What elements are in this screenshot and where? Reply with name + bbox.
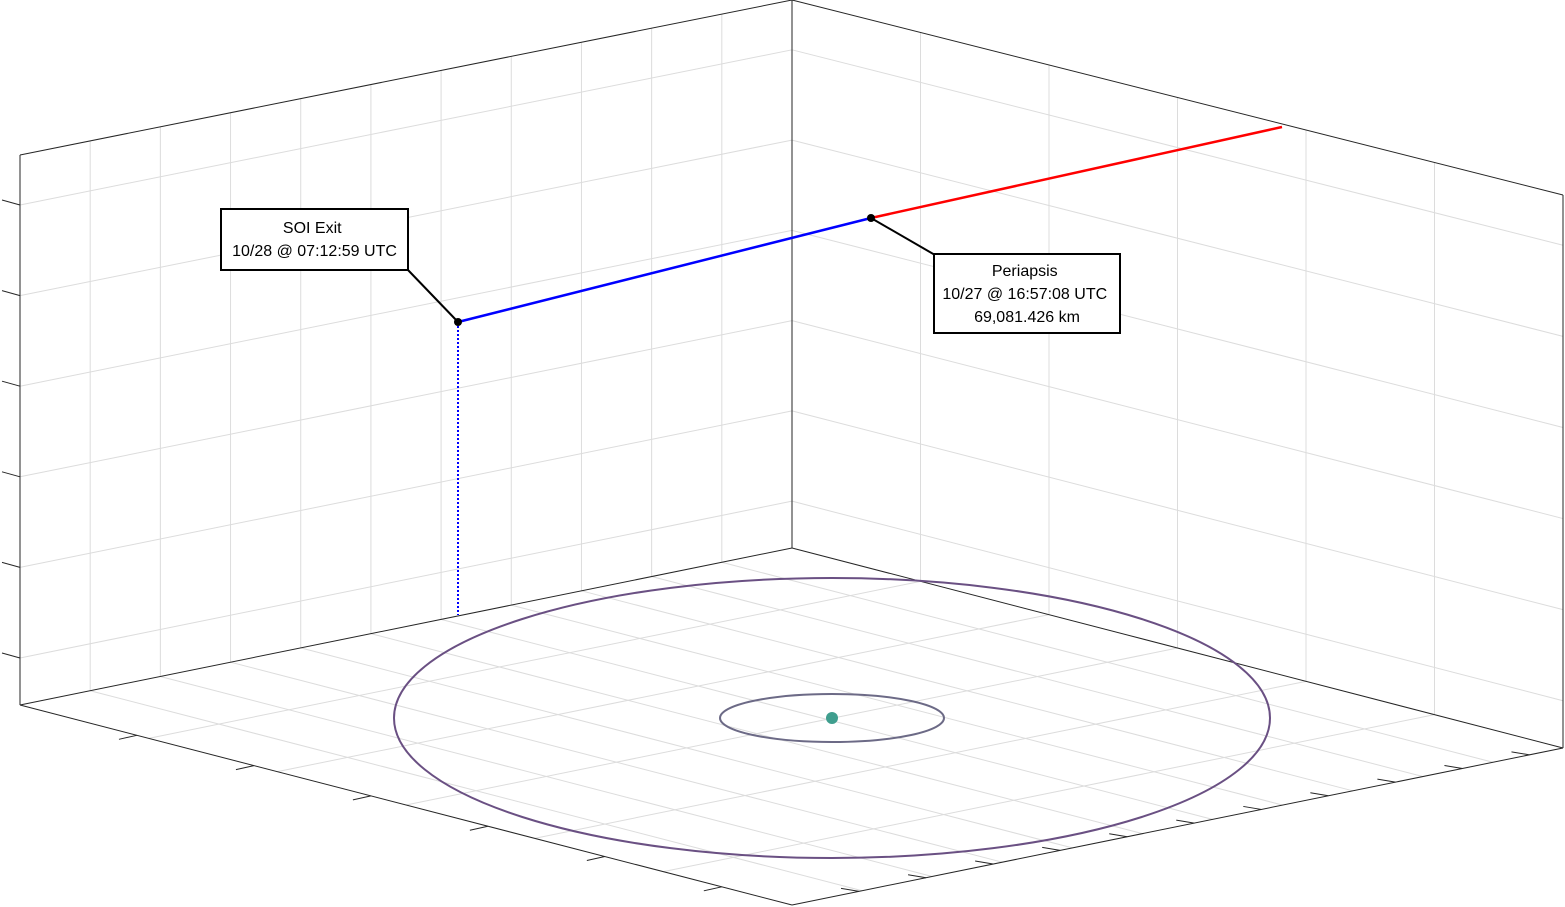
ticks [1,199,1530,892]
grid-line [791,320,1564,520]
tick-mark [1042,846,1061,851]
grid-line [791,139,1564,337]
trajectory-outbound [870,125,1283,220]
grid-line [791,410,1564,611]
annotation-text: SOI Exit 10/28 @ 07:12:59 UTC [232,220,397,260]
grid-line [405,647,1178,806]
tick-mark [1,290,21,297]
axis-edge [19,704,793,906]
tick-mark [469,825,488,831]
axis-edge [19,0,793,156]
leader-line [870,217,936,256]
tick-mark [1,652,21,659]
annotation-box: SOI Exit 10/28 @ 07:12:59 UTC [220,208,409,271]
grid-line [148,580,921,739]
tick-mark [1,561,21,568]
grid-line [791,229,1564,428]
tick-mark [703,886,722,892]
tick-mark [235,765,255,771]
grid [19,14,1564,892]
annotation-box: Periapsis 10/27 @ 16:57:08 UTC 69,081.42… [933,253,1121,334]
grid-line [534,680,1307,839]
soi-exit-point [454,318,462,326]
tick-mark [840,887,860,892]
tick-mark [118,734,138,740]
tick-mark [1444,764,1463,769]
annotation-frame [220,208,409,271]
inner-orbit [719,693,945,743]
grid-line [19,500,793,659]
annotation-line: Periapsis [992,263,1058,280]
tick-mark [1,199,21,206]
annotation-line: 69,081.426 km [974,309,1080,326]
grid-line [19,410,793,568]
tick-mark [1243,805,1262,810]
axis-edge [19,547,793,706]
axes-box [19,0,1564,906]
tick-mark [975,860,994,865]
tick-mark [1511,751,1530,756]
grid-line [19,49,793,206]
annotation-line: 10/28 @ 07:12:59 UTC [232,243,397,260]
grid-line [19,320,793,478]
annotation-frame [933,253,1121,334]
tick-mark [352,795,372,801]
outer-orbit [393,577,1271,859]
tick-mark [586,856,605,862]
annotation-line: 10/27 @ 16:57:08 UTC [942,286,1107,303]
leader-line [407,269,459,323]
periapsis-point [867,214,875,222]
tick-mark [1377,778,1396,783]
grid-line [277,614,1050,773]
grid-line [663,714,1435,873]
annotation-line: SOI Exit [283,220,342,237]
tick-mark [1109,833,1128,838]
grid-line [791,500,1564,702]
tick-mark [1176,819,1195,824]
grid-line [791,49,1564,246]
grid-line [19,229,793,387]
annotation-text: Periapsis 10/27 @ 16:57:08 UTC 69,081.42… [942,263,1111,326]
axis-edge [791,0,1564,196]
axis-edge [791,747,1564,906]
tick-mark [1,471,21,478]
tick-mark [1310,792,1329,797]
central-body [826,712,838,724]
tick-mark [1,380,21,387]
trajectory-inbound [457,216,872,324]
tick-mark [908,874,927,879]
